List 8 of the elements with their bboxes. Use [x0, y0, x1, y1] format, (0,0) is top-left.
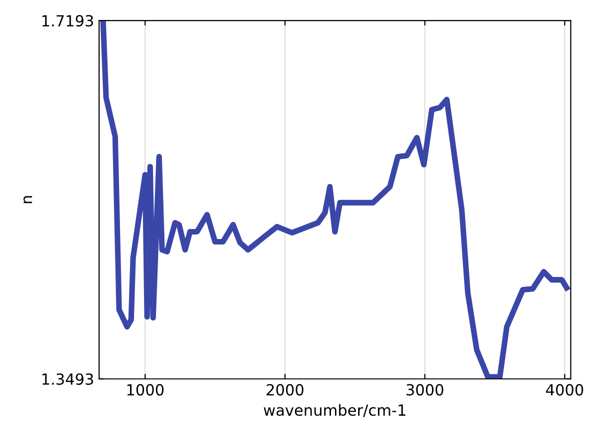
x-tick-label: 2000 — [266, 384, 304, 396]
y-tick-label: 1.7193 — [42, 15, 94, 27]
x-tick-label: 3000 — [406, 384, 444, 396]
y-tick-label: 1.3493 — [42, 373, 94, 385]
y-axis-title: n — [23, 196, 32, 204]
x-tick-label: 1000 — [127, 384, 164, 396]
x-axis-title: wavenumber/cm-1 — [264, 404, 406, 418]
x-tick-label: 4000 — [546, 384, 584, 396]
